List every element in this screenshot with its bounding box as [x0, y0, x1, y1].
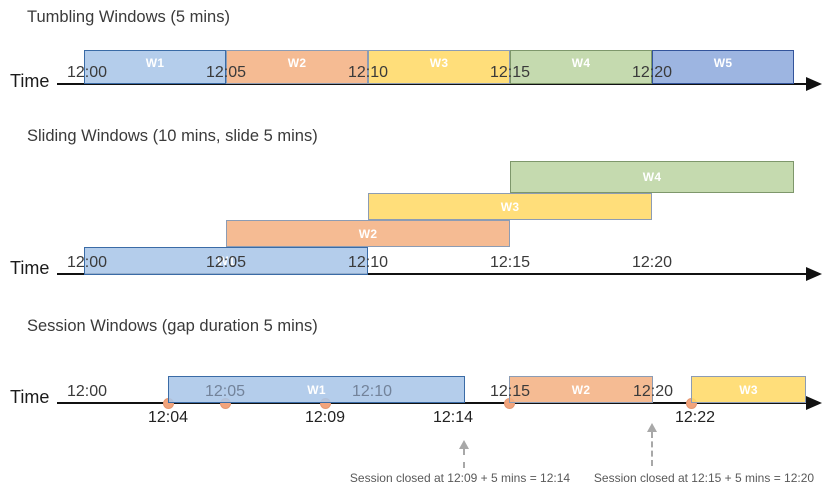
- session-event-label-12-04: 12:04: [147, 409, 189, 426]
- tumbling-window-w4: W4: [510, 50, 652, 84]
- sliding-axis-arrowhead-icon: [806, 267, 822, 281]
- tumbling-window-label-w4: W4: [571, 56, 591, 70]
- session-event-label-12-14: 12:14: [432, 409, 474, 426]
- session-tick-12-00: 12:00: [66, 383, 108, 400]
- session-event-label-12-09: 12:09: [304, 409, 346, 426]
- sliding-window-label-w2: W2: [358, 226, 378, 241]
- session-event-label-12-22: 12:22: [674, 409, 716, 426]
- session-tick-12-15: 12:15: [489, 383, 531, 400]
- session-time-axis: [57, 402, 806, 404]
- tumbling-time-axis-label: Time: [10, 71, 50, 91]
- tumbling-window-label-w1: W1: [145, 56, 165, 70]
- tumbling-window-label-w5: W5: [713, 56, 733, 70]
- tumbling-tick-12-00: 12:00: [66, 64, 108, 81]
- sliding-tick-12-10: 12:10: [347, 254, 389, 271]
- session-closed-up-arrow-icon-2: [647, 423, 657, 432]
- sliding-window-label-w3: W3: [500, 199, 520, 214]
- sliding-tick-12-20: 12:20: [631, 254, 673, 271]
- tumbling-tick-12-05: 12:05: [205, 64, 247, 81]
- sliding-time-axis: [57, 273, 806, 275]
- session-window-label-w2: W2: [571, 382, 591, 397]
- session-window-w1: W1: [168, 376, 465, 403]
- tumbling-tick-12-15: 12:15: [489, 64, 531, 81]
- tumbling-window-w3: W3: [368, 50, 510, 84]
- session-closed-annotation-2: Session closed at 12:15 + 5 mins = 12:20: [593, 471, 815, 485]
- sliding-tick-12-00: 12:00: [66, 254, 108, 271]
- session-title: Session Windows (gap duration 5 mins): [27, 317, 318, 335]
- tumbling-window-label-w3: W3: [429, 56, 449, 70]
- tumbling-tick-12-20: 12:20: [631, 64, 673, 81]
- session-closed-up-arrow-stem-2: [651, 432, 653, 466]
- session-window-w2: W2: [509, 376, 653, 403]
- sliding-tick-12-15: 12:15: [489, 254, 531, 271]
- sliding-window-w4: W4: [510, 161, 794, 193]
- session-time-axis-label: Time: [10, 387, 50, 407]
- sliding-tick-12-05: 12:05: [205, 254, 247, 271]
- session-window-label-w3: W3: [739, 382, 758, 397]
- tumbling-time-axis: [57, 83, 806, 85]
- session-window-w3: W3: [691, 376, 806, 403]
- session-axis-arrowhead-icon: [806, 396, 822, 410]
- session-tick-12-20: 12:20: [632, 383, 674, 400]
- tumbling-window-w5: W5: [652, 50, 794, 84]
- session-closed-up-arrow-stem-1: [463, 449, 465, 468]
- tumbling-axis-arrowhead-icon: [806, 77, 822, 91]
- sliding-window-w1: W1: [84, 247, 368, 275]
- tumbling-title: Tumbling Windows (5 mins): [27, 8, 230, 26]
- tumbling-window-label-w2: W2: [287, 56, 307, 70]
- session-window-label-w1: W1: [307, 382, 326, 397]
- sliding-window-w2: W2: [226, 220, 510, 247]
- sliding-window-label-w4: W4: [642, 170, 662, 184]
- session-closed-annotation-1: Session closed at 12:09 + 5 mins = 12:14: [349, 471, 571, 485]
- sliding-title: Sliding Windows (10 mins, slide 5 mins): [27, 127, 318, 145]
- session-tick-12-05: 12:05: [204, 383, 246, 400]
- tumbling-window-w2: W2: [226, 50, 368, 84]
- sliding-window-label-w1: W1: [216, 254, 236, 268]
- tumbling-tick-12-10: 12:10: [347, 64, 389, 81]
- session-tick-12-10: 12:10: [351, 383, 393, 400]
- sliding-time-axis-label: Time: [10, 258, 50, 278]
- tumbling-window-w1: W1: [84, 50, 226, 84]
- session-closed-up-arrow-icon-1: [459, 440, 469, 449]
- sliding-window-w3: W3: [368, 193, 652, 220]
